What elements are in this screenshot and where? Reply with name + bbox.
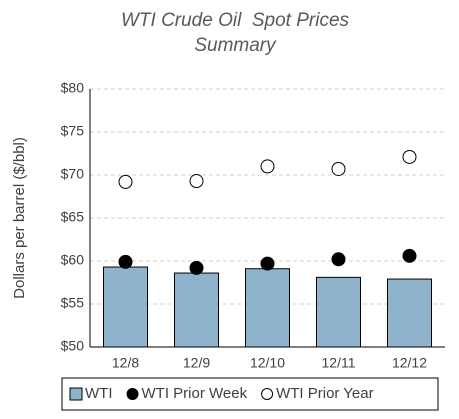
x-tick-label: 12/10 <box>250 355 285 371</box>
marker <box>331 252 346 267</box>
legend-swatch <box>261 388 274 400</box>
marker <box>260 256 275 271</box>
legend-label: WTI Prior Week <box>142 385 248 402</box>
legend-label: WTI <box>85 385 113 402</box>
marker <box>118 174 133 189</box>
bar <box>316 276 361 348</box>
x-tick-label: 12/11 <box>322 355 356 371</box>
y-tick-label: $55 <box>61 295 85 311</box>
y-tick-label: $50 <box>61 338 85 354</box>
y-axis-label: Dollars per barrel ($/bbl) <box>11 137 28 299</box>
legend-swatch <box>69 387 83 401</box>
bar <box>245 268 290 348</box>
x-tick-label: 12/9 <box>183 355 210 371</box>
x-tick-label: 12/12 <box>392 355 427 371</box>
marker <box>402 149 417 164</box>
bar <box>387 278 432 348</box>
y-tick-label: $80 <box>61 80 85 96</box>
legend-label: WTI Prior Year <box>276 385 374 402</box>
y-tick-label: $75 <box>61 123 85 139</box>
legend-swatch <box>126 388 139 400</box>
bar <box>174 272 219 348</box>
y-tick-label: $60 <box>61 252 85 268</box>
y-tick-label: $65 <box>61 209 85 225</box>
chart-title: WTI Crude Oil Spot Prices Summary <box>120 10 355 56</box>
bar <box>103 266 148 348</box>
marker <box>331 161 346 176</box>
marker <box>189 260 204 275</box>
x-tick-label: 12/8 <box>112 355 139 371</box>
legend-box <box>61 377 439 411</box>
y-tick-label: $70 <box>61 166 85 182</box>
marker <box>189 174 204 189</box>
marker <box>260 159 275 174</box>
marker <box>402 248 417 263</box>
marker <box>118 254 133 269</box>
